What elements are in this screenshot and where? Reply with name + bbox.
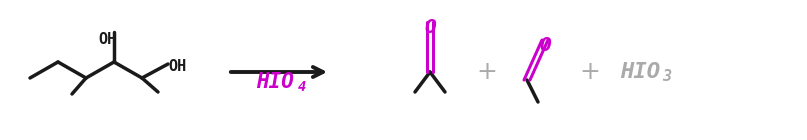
Text: HIO: HIO xyxy=(256,72,294,92)
Text: +: + xyxy=(579,60,600,84)
Text: OH: OH xyxy=(168,59,186,74)
Text: 3: 3 xyxy=(662,68,671,83)
Text: OH: OH xyxy=(98,32,116,47)
Text: O: O xyxy=(424,18,436,37)
Text: +: + xyxy=(477,60,497,84)
Text: HIO: HIO xyxy=(620,62,660,82)
Text: 4: 4 xyxy=(298,80,307,94)
Text: O: O xyxy=(539,36,551,55)
